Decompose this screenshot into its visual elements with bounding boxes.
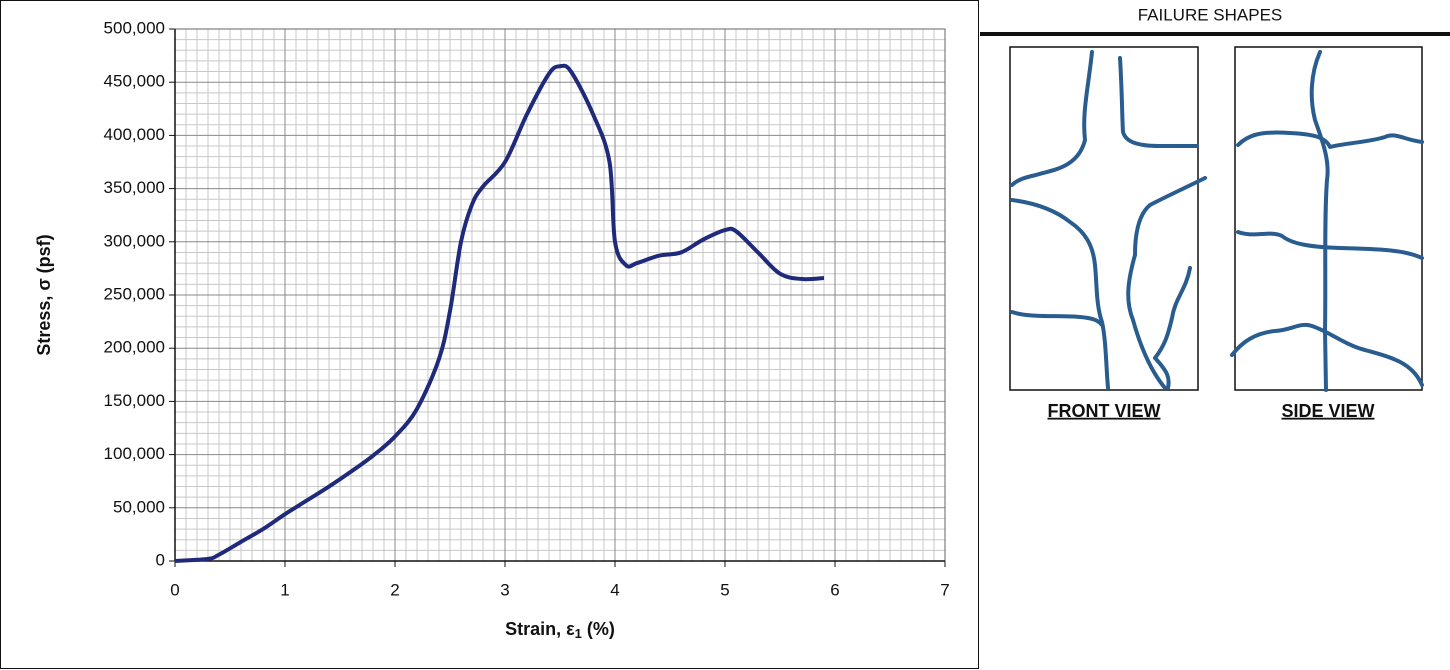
x-tick-label: 0 (170, 580, 179, 599)
x-tick-label: 4 (610, 580, 619, 599)
x-tick-label: 6 (830, 580, 839, 599)
y-tick-label: 300,000 (104, 231, 165, 250)
x-label-sub: 1 (575, 626, 582, 641)
crack (1126, 176, 1207, 390)
y-tick-label: 250,000 (104, 284, 165, 303)
crack (1236, 130, 1424, 149)
data-line (174, 63, 825, 563)
x-axis-label: Strain, ε1 (%) (505, 619, 615, 642)
plot: 0 50,000 100,000 150,000 200,000 250,000 300,0… (104, 18, 950, 599)
x-tick-label: 2 (390, 580, 399, 599)
front-view-box (1009, 46, 1199, 391)
crack (1230, 322, 1424, 387)
y-tick-label: 50,000 (113, 497, 165, 516)
x-label-unit: (%) (582, 619, 615, 639)
panel-title: FAILURE SHAPES (1138, 5, 1283, 24)
y-axis-label: Stress, σ (psf) (34, 234, 54, 355)
crack (1153, 266, 1192, 390)
crack (1309, 50, 1330, 392)
crack (1236, 230, 1424, 260)
x-tick-label: 7 (940, 580, 949, 599)
y-tick-label: 0 (156, 550, 165, 569)
x-tick-label: 3 (500, 580, 509, 599)
crack (1118, 56, 1199, 148)
y-tick-label: 500,000 (104, 18, 165, 37)
x-tick-label: 5 (720, 580, 729, 599)
x-label-main: Strain, ε (505, 619, 575, 639)
side-view-box (1234, 46, 1423, 391)
chart-frame (0, 0, 979, 669)
y-tick-label: 400,000 (104, 125, 165, 144)
front-cracks (1010, 50, 1207, 390)
view-label: FRONT VIEW (1048, 401, 1161, 421)
y-tick-label: 100,000 (104, 444, 165, 463)
crack (1010, 198, 1110, 390)
crack (1010, 50, 1094, 187)
y-tick-label: 450,000 (104, 72, 165, 91)
y-tick-label: 200,000 (104, 338, 165, 357)
x-tick-label: 1 (280, 580, 289, 599)
crack (1010, 310, 1104, 327)
y-tick-label: 150,000 (104, 391, 165, 410)
y-tick-label: 350,000 (104, 178, 165, 197)
side-cracks (1230, 50, 1424, 392)
view-label: SIDE VIEW (1281, 401, 1374, 421)
